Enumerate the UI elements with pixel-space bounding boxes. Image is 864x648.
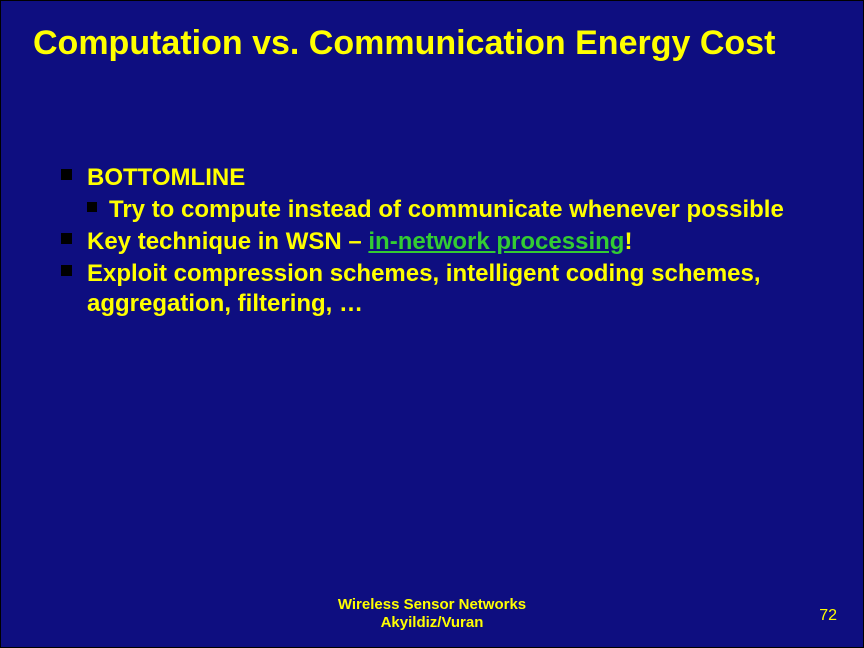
slide-footer: Wireless Sensor Networks Akyildiz/Vuran (1, 596, 863, 634)
slide-title: Computation vs. Communication Energy Cos… (33, 23, 831, 64)
slide-body: BOTTOMLINE Try to compute instead of com… (61, 163, 803, 321)
sub-bullet-text: Try to compute instead of communicate wh… (109, 196, 784, 223)
footer-line-1: Wireless Sensor Networks (1, 596, 863, 615)
bullet-item: Exploit compression schemes, intelligent… (61, 259, 803, 319)
footer-line-2: Akyildiz/Vuran (1, 614, 863, 633)
bullet-text: BOTTOMLINE (87, 164, 245, 191)
bullet-item: Key technique in WSN – in-network proces… (61, 227, 803, 257)
sub-bullet-item: Try to compute instead of communicate wh… (87, 195, 803, 225)
slide: Computation vs. Communication Energy Cos… (0, 0, 864, 648)
bullet-text-suffix: ! (624, 228, 632, 255)
bullet-text: Exploit compression schemes, intelligent… (87, 260, 761, 317)
bullet-text-prefix: Key technique in WSN – (87, 228, 368, 255)
bullet-text-highlight: in-network processing (368, 228, 624, 255)
bullet-item: BOTTOMLINE Try to compute instead of com… (61, 163, 803, 225)
page-number: 72 (819, 607, 837, 625)
